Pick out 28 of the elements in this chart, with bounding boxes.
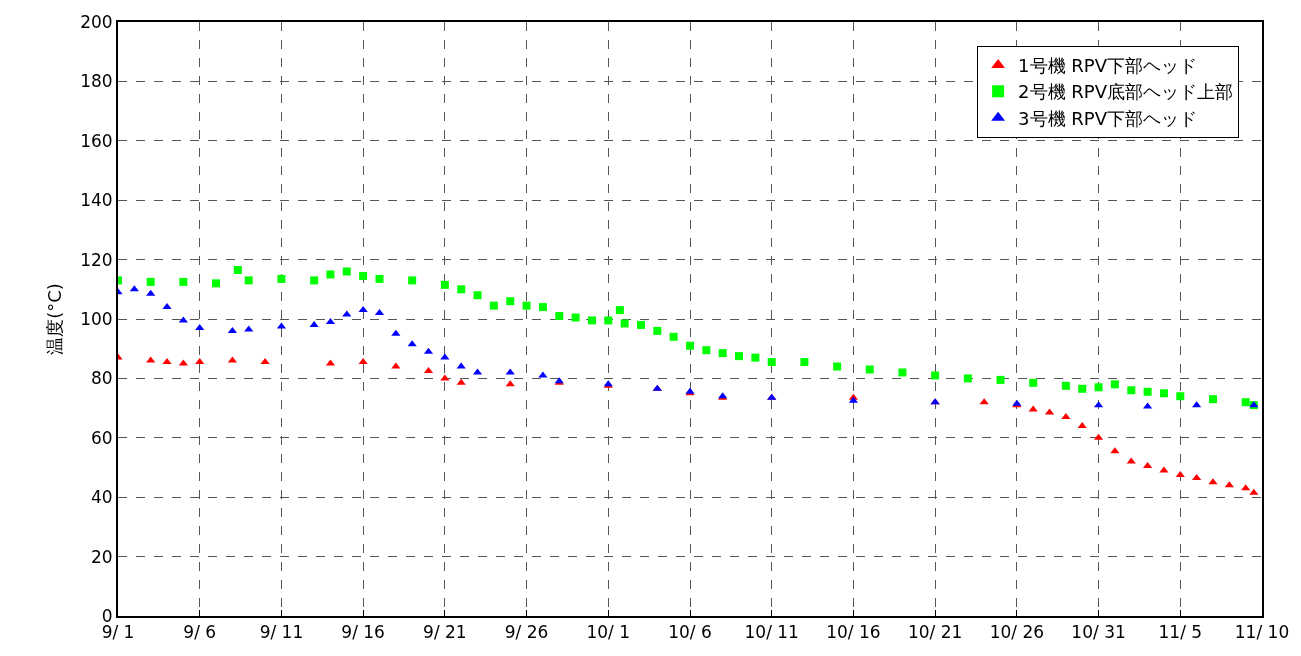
x-tick-label: 10/ 21 [907,622,963,643]
y-tick-label: 160 [80,130,113,151]
y-tick-label: 100 [80,308,113,329]
y-tick-label: 140 [80,190,113,211]
x-tick-label: 10/ 16 [826,622,881,643]
y-tick-label: 20 [90,546,113,567]
y-tick-label: 120 [80,249,113,270]
x-tick-label: 11/ 10 [1234,622,1290,643]
y-tick-label: 180 [80,71,113,92]
x-tick-label: 10/ 11 [744,622,799,643]
legend-label: 1号機 RPV下部ヘッド [1018,54,1197,76]
legend-label: 3号機 RPV下部ヘッド [1018,107,1197,129]
x-tick-label: 9/ 21 [423,622,467,643]
y-tick-label: 200 [80,11,113,32]
y-axis-title: 温度(°C) [43,283,65,355]
x-tick-label: 10/ 26 [989,622,1045,643]
x-tick-label: 11/ 5 [1158,622,1203,643]
y-tick-label: 80 [90,368,113,389]
y-tick-label: 40 [90,487,113,508]
x-tick-label: 10/ 1 [586,622,631,643]
legend-label: 2号機 RPV底部ヘッド上部 [1018,81,1233,103]
x-tick-label: 9/ 16 [341,622,385,643]
x-tick-label: 9/ 6 [183,622,217,643]
y-tick-label: 60 [90,427,113,448]
x-tick-label: 9/ 26 [504,622,549,643]
x-tick-label: 9/ 11 [259,622,304,643]
x-tick-label: 10/ 31 [1071,622,1126,643]
x-tick-label: 10/ 6 [668,622,712,643]
